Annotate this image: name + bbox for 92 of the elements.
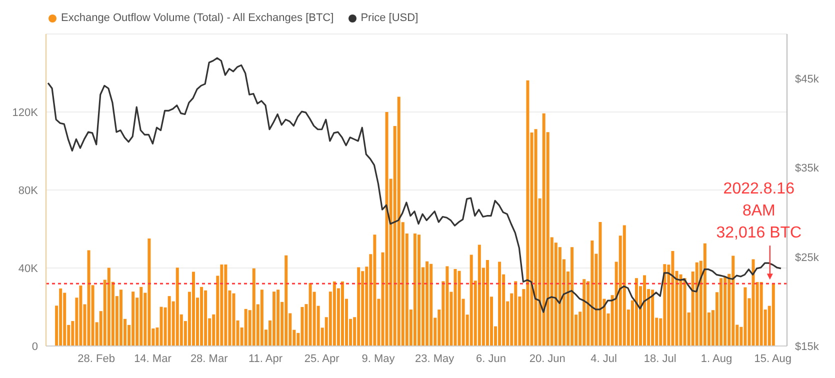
bar [192, 272, 195, 346]
bar [220, 264, 224, 346]
bar [148, 238, 151, 346]
x-tick-label: 6. Jun [476, 352, 506, 365]
bar [87, 250, 90, 346]
bar [418, 234, 420, 346]
x-tick-label: 18. Jul [644, 352, 676, 365]
bar [663, 264, 666, 346]
bar [634, 278, 638, 346]
y-tick-label: 120K [12, 106, 39, 119]
bar [160, 306, 163, 346]
y2-tick-label: $45k [795, 73, 820, 86]
y2-tick-label: $15k [795, 340, 820, 353]
bar [772, 284, 775, 346]
bar [200, 286, 204, 346]
x-tick-label: 14. Mar [134, 352, 172, 365]
bar [679, 274, 682, 346]
bar [498, 262, 502, 346]
bar [470, 254, 473, 346]
bar [244, 308, 248, 346]
bar [232, 293, 236, 346]
bar [514, 281, 518, 346]
bar [140, 286, 143, 346]
annotation: 2022.8.16 8AM 32,016 BTC [716, 180, 802, 242]
y2-tick-label: $35k [795, 162, 820, 175]
bar [752, 259, 755, 346]
bar [413, 233, 416, 346]
legend-label: Price [USD] [360, 12, 418, 24]
x-tick-label: 9. May [362, 352, 396, 365]
bar [59, 288, 62, 346]
x-tick-label: 11. Apr [248, 352, 283, 365]
bar [63, 292, 66, 346]
bar [373, 234, 376, 346]
bar [260, 290, 264, 346]
x-tick-label: 28. Feb [78, 352, 115, 365]
bar [720, 278, 723, 346]
bar [385, 112, 388, 346]
bar [760, 282, 763, 346]
legend-label: Exchange Outflow Volume (Total) - All Exchanges [BTC] [61, 12, 334, 24]
bar [332, 281, 336, 346]
y-tick-label: 0 [32, 340, 38, 353]
y2-tick-label: $25k [795, 252, 820, 264]
bar [107, 268, 110, 346]
bar [168, 296, 171, 346]
bar [486, 260, 489, 346]
bar [300, 307, 304, 346]
x-tick-label: 28. Mar [190, 352, 228, 365]
bar [176, 268, 179, 346]
bar [426, 261, 429, 346]
x-tick-label: 20. Jun [529, 352, 566, 365]
bar [651, 290, 654, 346]
bar [308, 283, 312, 346]
bar [252, 268, 256, 346]
bar [397, 96, 400, 346]
bar [446, 266, 449, 346]
bar [79, 286, 82, 346]
bar [570, 247, 574, 346]
bar [732, 256, 735, 346]
x-tick-label: 23. May [415, 352, 455, 365]
bar [590, 240, 594, 346]
x-tick-label: 15. Aug [754, 352, 792, 365]
x-tick-label: 1. Aug [700, 352, 732, 365]
bar [534, 129, 538, 346]
bar [357, 267, 360, 346]
bar [744, 287, 747, 346]
bar [430, 264, 433, 346]
bar [622, 225, 626, 346]
y-tick-label: 80K [18, 184, 39, 197]
bar [132, 292, 135, 346]
bar [458, 270, 461, 346]
bar [204, 290, 208, 346]
bar [119, 290, 122, 346]
bar [683, 278, 686, 346]
bar [671, 251, 674, 346]
bar [598, 222, 602, 346]
x-tick-label: 25. Apr [304, 352, 340, 365]
bar [542, 113, 546, 346]
x-tick-label: 4. Jul [590, 352, 617, 365]
bar [224, 264, 228, 346]
bar [478, 244, 481, 346]
bar [284, 255, 288, 346]
bar [526, 80, 530, 346]
y-tick-label: 40K [18, 262, 39, 275]
bar [582, 279, 586, 346]
bar [340, 281, 344, 346]
bar [703, 243, 706, 346]
bar [695, 262, 698, 346]
bar [643, 275, 646, 346]
bar [272, 292, 276, 346]
bar [276, 290, 280, 346]
bar [724, 276, 727, 346]
bar [454, 268, 457, 346]
